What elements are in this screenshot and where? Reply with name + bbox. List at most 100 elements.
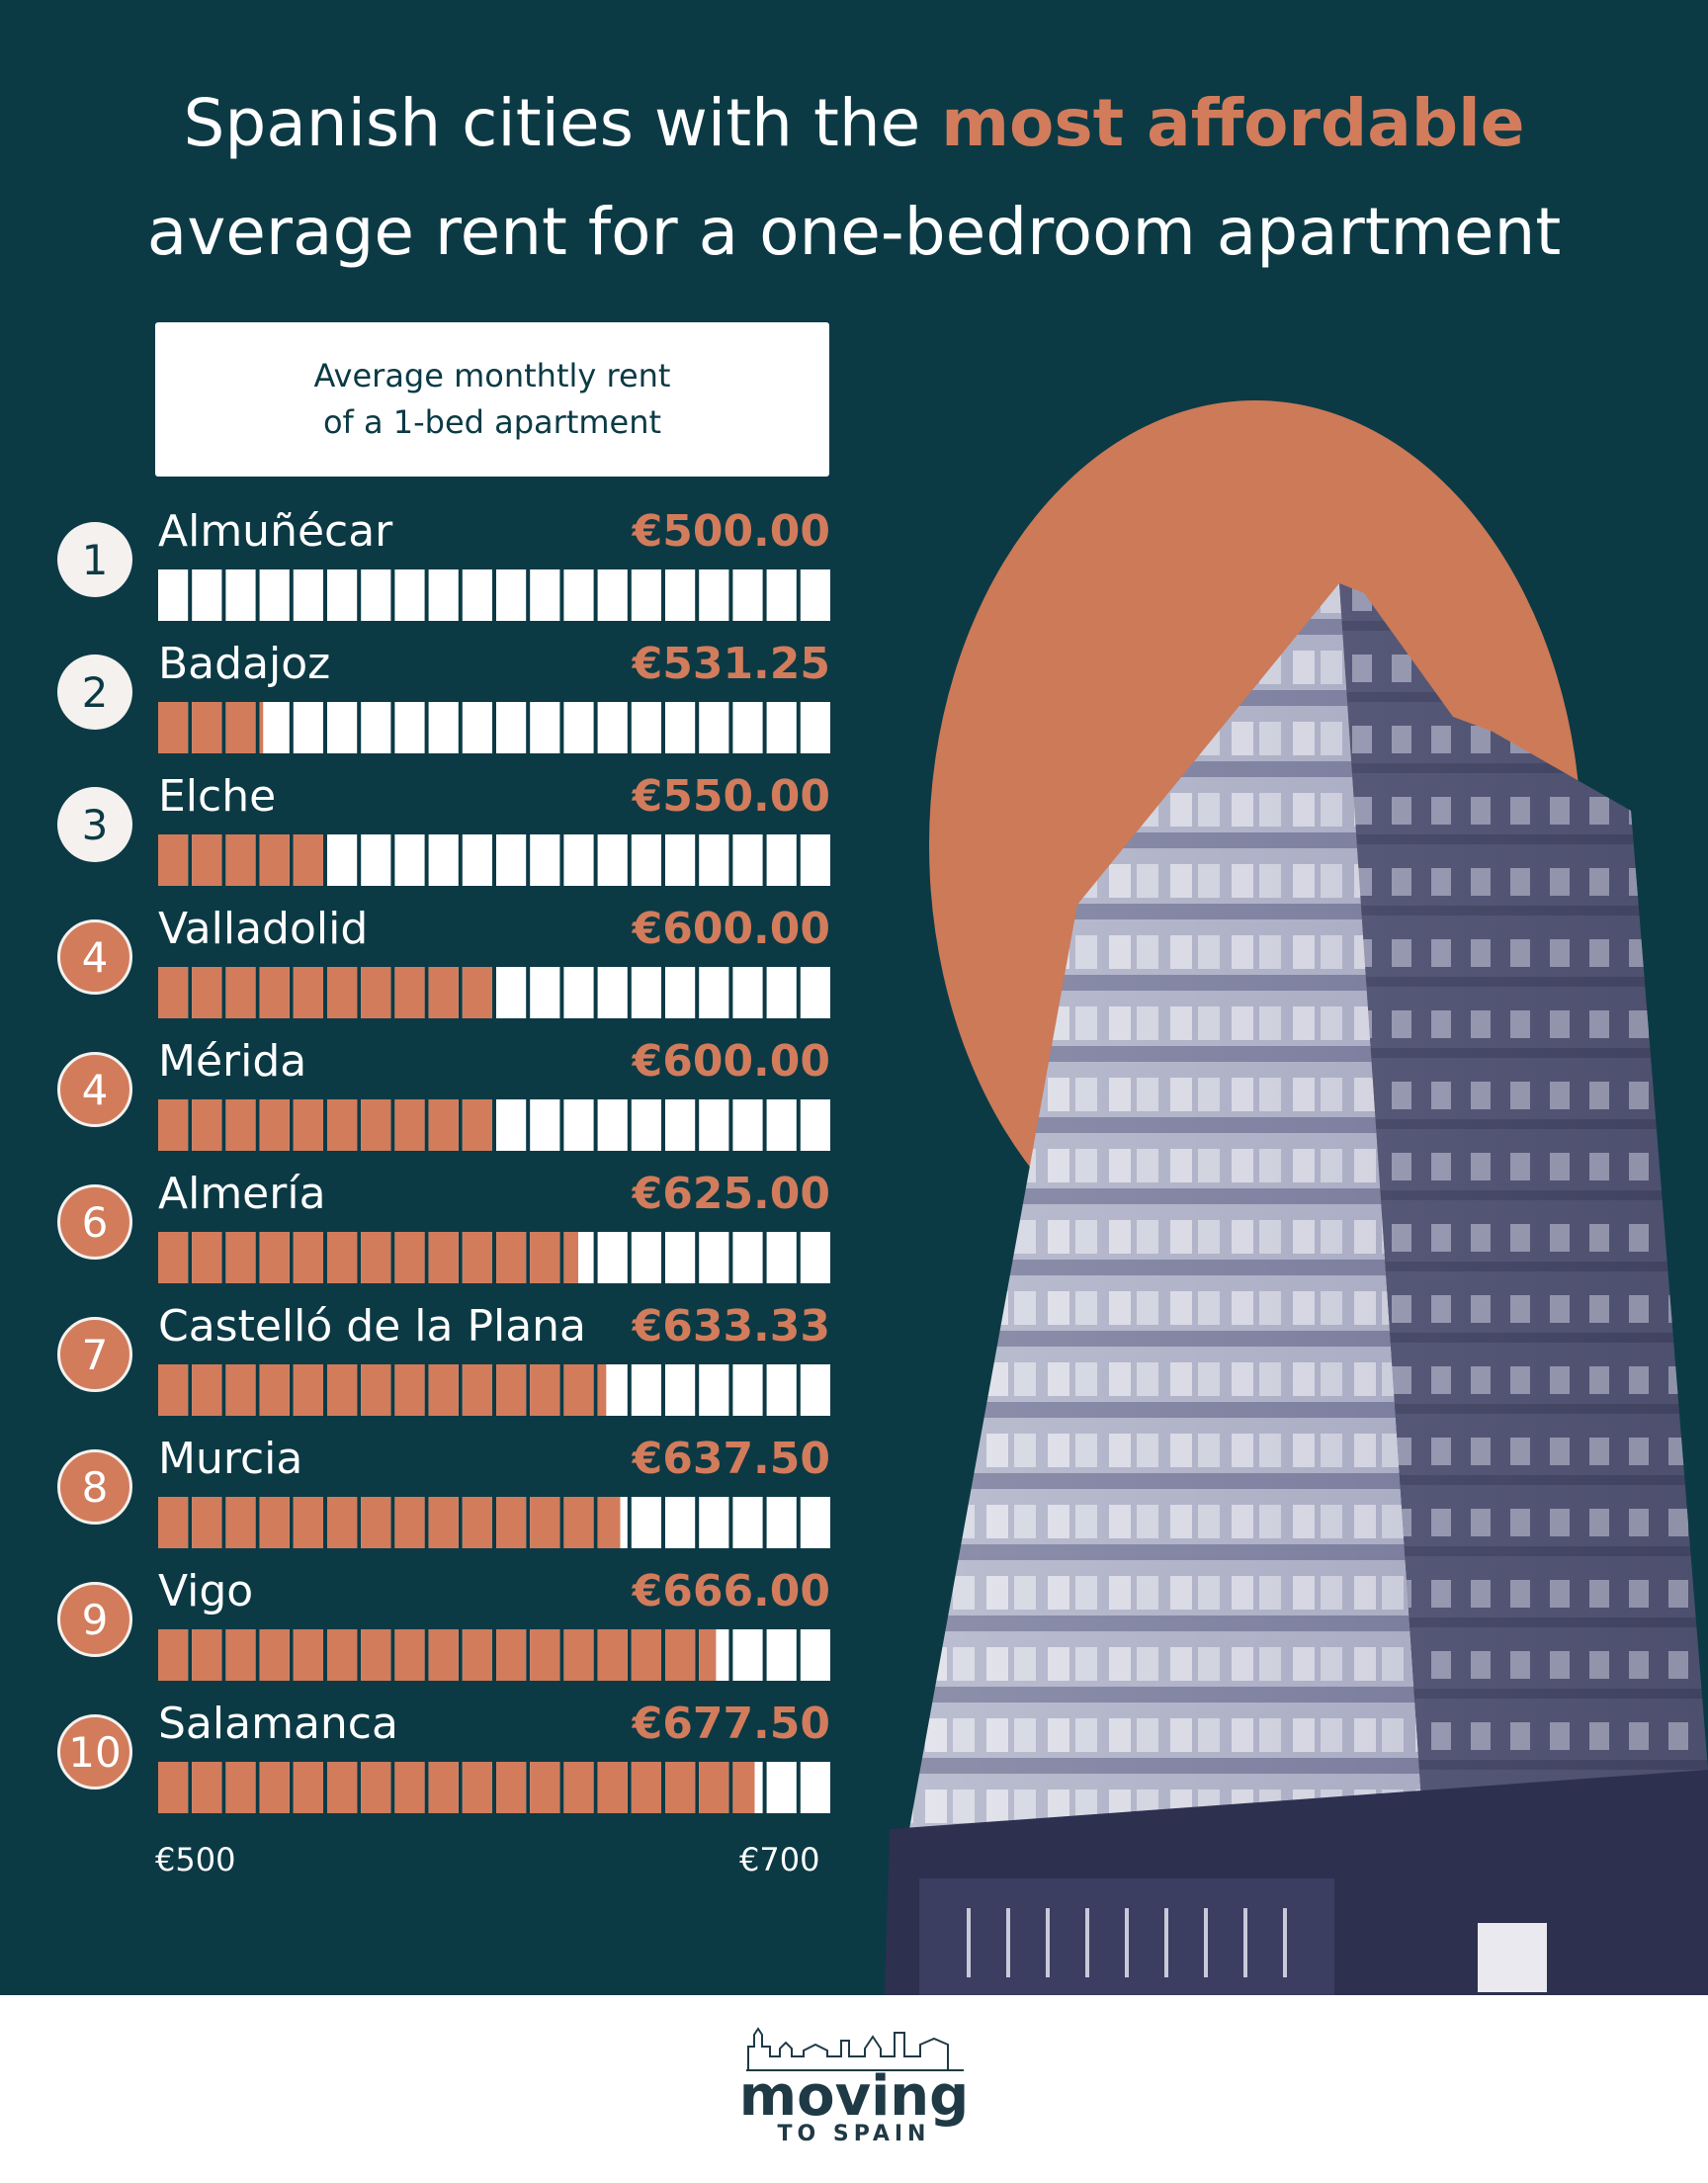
rank-badge: 10 [57,1714,132,1790]
bar-segment-filled [563,1232,578,1283]
bar-segment-empty [563,834,594,886]
bar-segment-empty [699,702,729,753]
price-label: €600.00 [632,1036,830,1087]
rank-badge: 2 [57,655,132,730]
bar-segment-filled [293,1629,323,1681]
bar-segment-empty [732,1364,763,1416]
rank-badge: 8 [57,1449,132,1525]
bar-segment-empty [800,1364,830,1416]
bar-segment-empty [732,1497,763,1548]
bar-segment-empty [766,1232,797,1283]
legend-box: Average monthtly rent of a 1-bed apartme… [155,322,829,477]
bar-segment-filled [327,1762,358,1813]
bar-segment-filled [597,1762,628,1813]
bar-segment-empty [631,1364,661,1416]
bar-segment-filled [394,1232,425,1283]
bar-segment-filled [192,834,222,886]
bar-segment-filled [361,1762,391,1813]
city-label: Mérida [158,1036,307,1087]
rank-badge: 6 [57,1184,132,1260]
bar-segment-empty [530,569,560,621]
rank-badge: 7 [57,1317,132,1392]
bar-segment-filled [394,1364,425,1416]
bar-segment-filled [428,1762,459,1813]
bar-segment-empty [800,702,830,753]
rank-badge: 1 [57,522,132,597]
bar-segment-filled [361,1232,391,1283]
bar-segment-empty [766,834,797,886]
bar-segment-filled [428,1364,459,1416]
bar-segment-filled [530,1629,560,1681]
bar-segment-empty [631,702,661,753]
bar-segment-empty [800,1497,830,1548]
bar-segment-filled [327,1629,358,1681]
bar-segment-filled [428,967,459,1018]
rank-badge: 9 [57,1582,132,1657]
bar-segment-empty [665,1099,696,1151]
bar-segment-filled [158,834,189,886]
bar-segment-filled [530,1762,560,1813]
bar-segment-filled [192,1232,222,1283]
bar-segment-filled [225,1762,256,1813]
bar-segment-empty [530,702,560,753]
bar-segment-filled [394,1497,425,1548]
bar-segment-filled [225,702,256,753]
bar-6 [158,1364,830,1416]
bar-segment-empty [259,702,290,753]
bar-segment-filled [530,1364,560,1416]
bar-segment-empty [394,569,425,621]
bar-segment-empty [496,702,527,753]
bar-segment-filled [259,1497,290,1548]
bar-1 [158,702,830,753]
bar-segment-filled [327,1232,358,1283]
bar-segment-empty [699,967,729,1018]
bar-segment-filled [225,1099,256,1151]
bar-segment-filled [192,702,222,753]
bar-segment-empty [732,1099,763,1151]
bar-segment-empty [563,1099,594,1151]
bar-5 [158,1232,830,1283]
bar-segment-filled [327,967,358,1018]
price-label: €633.33 [632,1301,830,1352]
axis-max-label: €700 [739,1841,820,1878]
bar-segment-empty [631,834,661,886]
bar-segment-filled [192,967,222,1018]
bar-segment-empty [563,569,594,621]
bar-segment-empty [361,569,391,621]
bar-segment-filled [631,1762,661,1813]
bar-segment-filled [361,1364,391,1416]
bar-segment-empty [699,1099,729,1151]
bar-segment-filled [158,702,189,753]
bar-segment-filled [192,1629,222,1681]
price-label: €500.00 [632,506,830,557]
bar-segment-filled [327,1099,358,1151]
bar-segment-empty [732,1232,763,1283]
bar-segment-filled [259,1629,290,1681]
bar-segment-empty [327,702,358,753]
bar-segment-filled [361,1497,391,1548]
bar-segment-filled [225,967,256,1018]
bar-segment-filled [462,1232,492,1283]
price-label: €600.00 [632,904,830,954]
footer [0,1995,1708,2183]
bar-segment-empty [496,1099,527,1151]
city-label: Salamanca [158,1699,398,1749]
bar-segment-empty [766,1099,797,1151]
bar-segment-filled [259,1762,290,1813]
city-label: Valladolid [158,904,369,954]
bar-segment-filled [394,1629,425,1681]
bar-segment-filled [496,1232,527,1283]
bar-segment-empty [665,834,696,886]
bar-segment-empty [800,1762,830,1813]
bar-segment-filled [462,967,492,1018]
apartment-tower-illustration [885,400,1708,1995]
price-label: €531.25 [632,639,830,689]
bar-segment-filled [631,1629,661,1681]
bar-segment-empty [496,834,527,886]
bar-segment-empty [732,967,763,1018]
bar-segment-empty [699,1497,729,1548]
bar-segment-filled [259,967,290,1018]
bar-segment-empty [597,967,628,1018]
bar-segment-filled [192,1099,222,1151]
bar-segment-filled [158,1762,189,1813]
